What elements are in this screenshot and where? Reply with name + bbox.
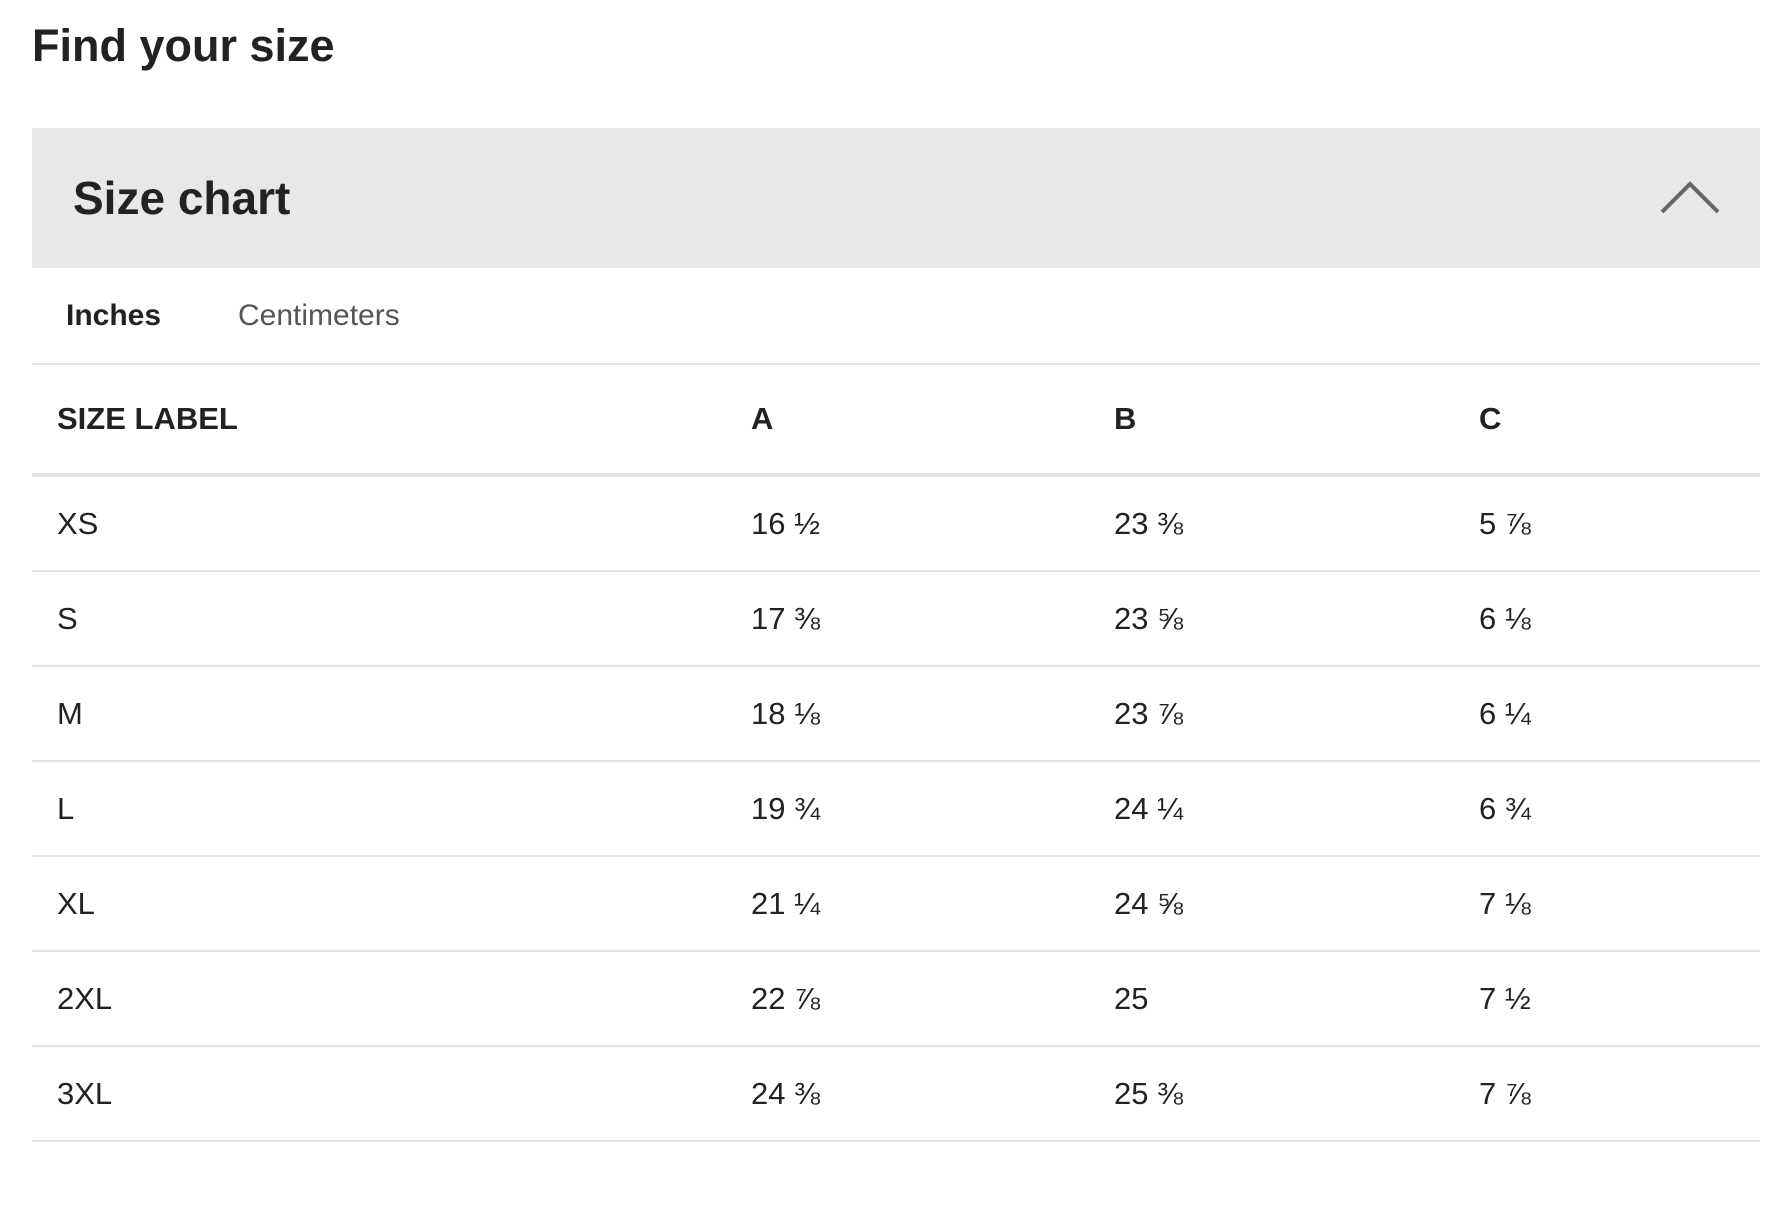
table-cell: 18 ⅛ xyxy=(726,666,1089,762)
table-cell: 25 ⅜ xyxy=(1089,1046,1454,1142)
table-cell: 23 ⅜ xyxy=(1089,475,1454,572)
table-cell: 25 xyxy=(1089,951,1454,1047)
column-header: B xyxy=(1089,365,1454,477)
table-cell: XS xyxy=(32,475,726,572)
column-header: C xyxy=(1454,365,1760,477)
table-cell: 16 ½ xyxy=(726,475,1089,572)
table-cell: 17 ⅜ xyxy=(726,571,1089,667)
column-header: SIZE LABEL xyxy=(32,365,726,477)
table-cell: S xyxy=(32,571,726,667)
collapse-icon[interactable] xyxy=(1658,176,1722,216)
table-cell: M xyxy=(32,666,726,762)
table-cell: 2XL xyxy=(32,951,726,1047)
table-cell: 22 ⅞ xyxy=(726,951,1089,1047)
column-header: A xyxy=(726,365,1089,477)
table-cell: 5 ⅞ xyxy=(1454,475,1760,572)
tab[interactable]: Inches xyxy=(66,299,162,332)
table-cell: 21 ¼ xyxy=(726,856,1089,952)
tab[interactable]: Centimeters xyxy=(238,299,400,332)
table-cell: 6 ¼ xyxy=(1454,666,1760,762)
table-cell: 3XL xyxy=(32,1046,726,1142)
table-row: 2XL 22 ⅞ 25 7 ½ xyxy=(32,951,1760,1047)
table-cell: 6 ¾ xyxy=(1454,761,1760,857)
header-row: SIZE LABEL A B C xyxy=(32,365,1760,477)
table-cell: 23 ⅝ xyxy=(1089,571,1454,667)
table-cell: 24 ⅝ xyxy=(1089,856,1454,952)
table-cell: 23 ⅞ xyxy=(1089,666,1454,762)
table-cell: L xyxy=(32,761,726,857)
table-cell: 7 ⅞ xyxy=(1454,1046,1760,1142)
table-cell: 7 ⅛ xyxy=(1454,856,1760,952)
chevron-up xyxy=(1660,181,1720,214)
table-cell: 19 ¾ xyxy=(726,761,1089,857)
unit-tabs: Inches Centimeters xyxy=(32,268,1760,365)
table-cell: XL xyxy=(32,856,726,952)
table-cell: 24 ¼ xyxy=(1089,761,1454,857)
table-cell: 6 ⅛ xyxy=(1454,571,1760,667)
table-cell: 7 ½ xyxy=(1454,951,1760,1047)
table-cell: 24 ⅜ xyxy=(726,1046,1089,1142)
page-title: Find your size xyxy=(32,20,335,71)
accordion-header[interactable]: Size chart xyxy=(32,128,1760,268)
accordion-title: Size chart xyxy=(73,172,291,224)
